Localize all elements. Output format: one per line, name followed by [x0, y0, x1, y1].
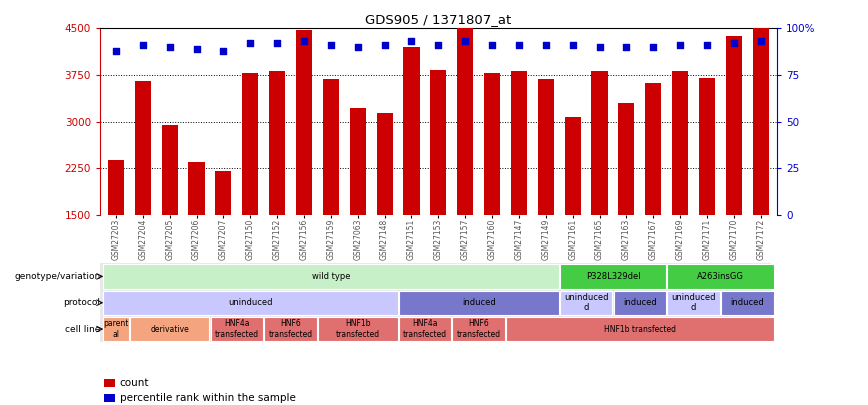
Bar — [350, 108, 365, 215]
Point — [539, 42, 553, 48]
Bar — [103, 264, 559, 288]
Bar — [560, 291, 613, 315]
Point — [162, 44, 176, 50]
Bar — [188, 162, 205, 215]
Text: induced: induced — [731, 298, 764, 307]
Point — [458, 38, 472, 45]
Bar — [667, 291, 720, 315]
Bar — [103, 317, 128, 341]
Point — [351, 44, 365, 50]
Text: HNF1b
transfected: HNF1b transfected — [336, 320, 380, 339]
Point — [136, 42, 150, 48]
Bar — [398, 291, 559, 315]
Text: uninduced
d: uninduced d — [671, 293, 716, 312]
Bar — [103, 291, 398, 315]
Bar — [377, 113, 392, 215]
Bar — [699, 78, 715, 215]
Bar — [484, 73, 500, 215]
Text: genotype/variation: genotype/variation — [14, 272, 101, 281]
Text: uninduced: uninduced — [228, 298, 273, 307]
Bar — [560, 264, 666, 288]
Point — [431, 42, 445, 48]
Bar — [538, 79, 554, 215]
Bar — [130, 317, 209, 341]
Text: HNF1b transfected: HNF1b transfected — [604, 324, 676, 334]
Bar — [506, 317, 773, 341]
Bar — [614, 291, 666, 315]
Text: count: count — [120, 378, 149, 388]
Point — [297, 38, 311, 45]
Bar — [618, 104, 635, 215]
Bar — [296, 30, 312, 215]
Text: protocol: protocol — [63, 298, 101, 307]
Text: cell line: cell line — [65, 324, 101, 334]
Bar — [721, 291, 773, 315]
Point — [485, 42, 499, 48]
Point — [620, 44, 634, 50]
Point — [727, 40, 740, 47]
Bar — [511, 70, 527, 215]
Bar — [398, 317, 451, 341]
Bar — [404, 47, 419, 215]
Title: GDS905 / 1371807_at: GDS905 / 1371807_at — [365, 13, 511, 26]
Text: HNF6
transfected: HNF6 transfected — [268, 320, 312, 339]
Point — [216, 47, 230, 54]
Text: derivative: derivative — [150, 324, 189, 334]
Point — [189, 46, 203, 52]
Bar — [753, 28, 769, 215]
Bar — [161, 125, 178, 215]
Point — [753, 38, 767, 45]
Point — [700, 42, 714, 48]
Bar — [667, 264, 773, 288]
Point — [566, 42, 580, 48]
Text: wild type: wild type — [312, 272, 350, 281]
Point — [270, 40, 284, 47]
Text: uninduced
d: uninduced d — [564, 293, 608, 312]
Point — [647, 44, 661, 50]
Text: P328L329del: P328L329del — [586, 272, 641, 281]
Point — [593, 44, 607, 50]
Point — [243, 40, 257, 47]
Bar — [215, 171, 232, 215]
Bar — [726, 36, 742, 215]
Bar — [431, 70, 446, 215]
Text: HNF4a
transfected: HNF4a transfected — [403, 320, 447, 339]
Point — [512, 42, 526, 48]
Point — [674, 42, 687, 48]
Text: HNF6
transfected: HNF6 transfected — [457, 320, 501, 339]
Bar — [264, 317, 317, 341]
Point — [378, 42, 391, 48]
Text: induced: induced — [623, 298, 657, 307]
Bar — [672, 71, 688, 215]
Bar — [452, 317, 505, 341]
Text: parent
al: parent al — [103, 320, 128, 339]
Bar — [645, 83, 661, 215]
Point — [109, 47, 123, 54]
Bar — [211, 317, 263, 341]
Bar — [242, 73, 259, 215]
Text: HNF4a
transfected: HNF4a transfected — [214, 320, 259, 339]
Bar — [104, 394, 115, 402]
Bar — [108, 160, 124, 215]
Bar — [269, 70, 286, 215]
Bar — [104, 379, 115, 388]
Text: A263insGG: A263insGG — [697, 272, 744, 281]
Bar — [564, 117, 581, 215]
Bar — [457, 28, 473, 215]
Text: percentile rank within the sample: percentile rank within the sample — [120, 392, 296, 403]
Bar — [135, 81, 151, 215]
Bar — [318, 317, 398, 341]
Point — [324, 42, 338, 48]
Bar — [323, 79, 339, 215]
Text: induced: induced — [462, 298, 496, 307]
Bar — [591, 70, 608, 215]
Point — [404, 38, 418, 45]
